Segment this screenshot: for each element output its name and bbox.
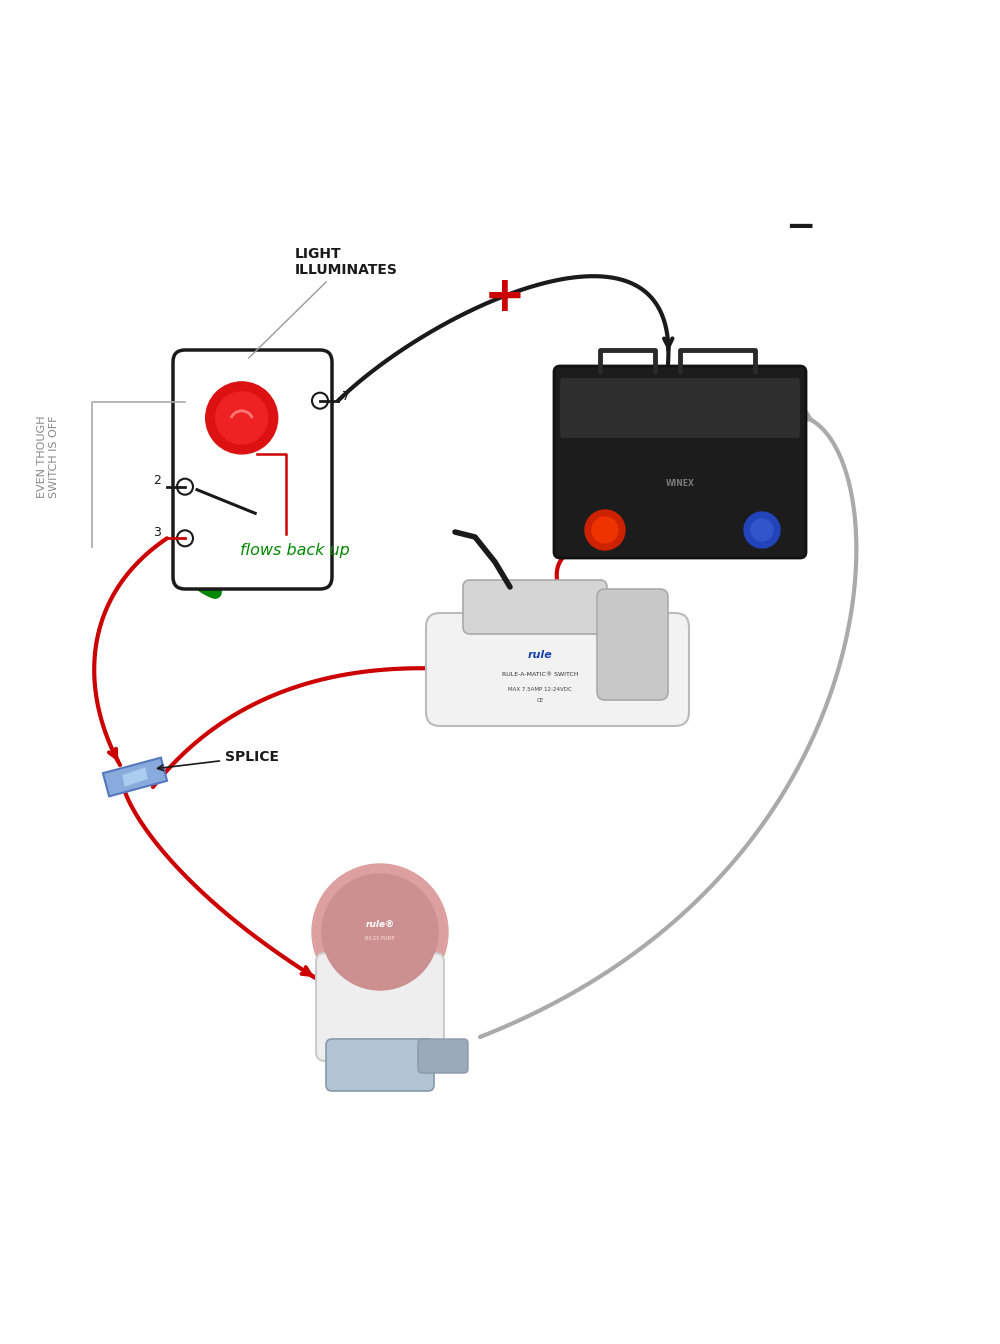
Text: 7: 7: [342, 390, 350, 403]
Polygon shape: [103, 758, 167, 797]
Polygon shape: [122, 767, 148, 786]
Text: SPLICE: SPLICE: [158, 750, 279, 770]
Text: 2: 2: [153, 474, 161, 487]
FancyBboxPatch shape: [597, 589, 668, 700]
Circle shape: [177, 531, 193, 546]
Text: LIGHT
ILLUMINATES: LIGHT ILLUMINATES: [249, 247, 398, 358]
FancyBboxPatch shape: [326, 1039, 434, 1091]
Circle shape: [322, 874, 438, 991]
Circle shape: [585, 509, 625, 550]
Text: CE: CE: [536, 699, 544, 703]
Text: rule: rule: [528, 650, 552, 660]
Circle shape: [312, 392, 328, 409]
Circle shape: [206, 382, 278, 454]
Text: rule®: rule®: [365, 919, 395, 929]
FancyBboxPatch shape: [463, 581, 607, 634]
FancyBboxPatch shape: [418, 1039, 468, 1073]
FancyBboxPatch shape: [560, 378, 800, 438]
Text: 3: 3: [153, 526, 161, 539]
Text: EVEN THOUGH
SWITCH IS OFF: EVEN THOUGH SWITCH IS OFF: [37, 415, 59, 499]
Text: RULE-A-MATIC® SWITCH: RULE-A-MATIC® SWITCH: [502, 672, 578, 677]
Text: +: +: [484, 273, 526, 321]
Circle shape: [751, 519, 773, 542]
Circle shape: [592, 517, 618, 543]
Text: WINEX: WINEX: [666, 478, 694, 488]
FancyBboxPatch shape: [316, 953, 444, 1060]
Text: flows back up: flows back up: [240, 543, 350, 558]
Circle shape: [744, 512, 780, 548]
Circle shape: [312, 864, 448, 1000]
Text: BILGE PUMP: BILGE PUMP: [365, 937, 395, 942]
Text: MAX 7.5AMP 12-24VDC: MAX 7.5AMP 12-24VDC: [508, 688, 572, 692]
Circle shape: [216, 392, 268, 444]
FancyBboxPatch shape: [426, 613, 689, 726]
Text: −: −: [785, 210, 815, 245]
FancyBboxPatch shape: [554, 366, 806, 558]
FancyBboxPatch shape: [173, 349, 332, 589]
Circle shape: [177, 478, 193, 495]
